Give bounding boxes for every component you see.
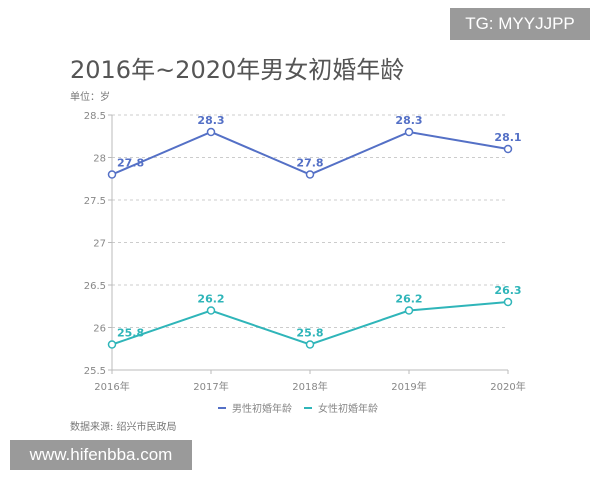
chart-title: 2016年~2020年男女初婚年龄: [70, 56, 405, 84]
y-tick-label: 28.5: [84, 111, 106, 122]
y-tick-label: 27: [93, 239, 106, 250]
legend-label: 女性初婚年龄: [318, 402, 378, 415]
y-tick-label: 27.5: [84, 196, 106, 207]
legend-label: 男性初婚年龄: [232, 402, 292, 415]
data-label: 25.8: [117, 327, 144, 340]
watermark-top: TG: MYYJJPP: [450, 8, 590, 40]
data-label: 27.8: [296, 157, 323, 170]
data-label: 26.2: [197, 293, 224, 306]
x-tick-label: 2019年: [391, 380, 426, 393]
y-tick-label: 28: [93, 154, 106, 165]
data-point: [503, 144, 513, 154]
y-tick-label: 26: [93, 324, 106, 335]
data-point: [305, 170, 315, 179]
x-tick-label: 2020年: [490, 380, 525, 393]
y-tick-label: 25.5: [84, 366, 106, 377]
watermark-bottom: www.hifenbba.com: [10, 440, 192, 470]
data-label: 28.1: [494, 131, 521, 144]
data-point: [404, 306, 414, 315]
y-tick-label: 26.5: [84, 281, 106, 292]
data-point: [206, 127, 216, 137]
x-tick-label: 2018年: [292, 380, 327, 393]
data-point: [404, 127, 414, 137]
data-label: 28.3: [395, 114, 422, 127]
data-label: 25.8: [296, 327, 323, 340]
unit-label: 单位：岁: [70, 92, 110, 103]
data-label: 27.8: [117, 157, 144, 170]
data-label: 26.2: [395, 293, 422, 306]
data-point: [305, 340, 315, 349]
data-label: 28.3: [197, 114, 224, 127]
source-note: 数据来源: 绍兴市民政局: [70, 422, 177, 433]
data-point: [107, 340, 117, 349]
x-tick-label: 2016年: [94, 380, 129, 393]
data-point: [107, 170, 117, 179]
x-tick-label: 2017年: [193, 380, 228, 393]
data-point: [206, 306, 216, 315]
data-label: 26.3: [494, 284, 521, 297]
data-point: [503, 297, 513, 307]
